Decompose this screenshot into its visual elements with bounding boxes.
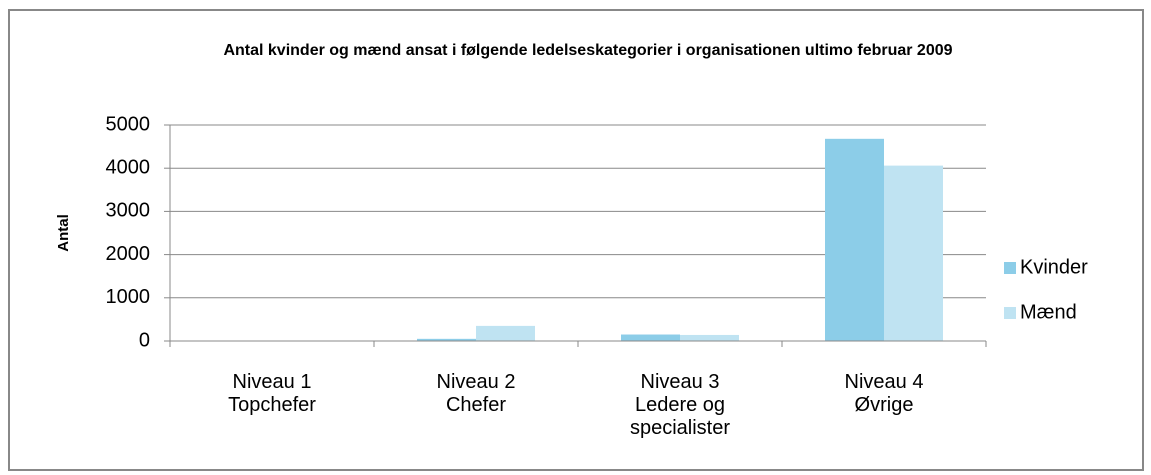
y-tick-label: 5000 [106, 113, 151, 135]
bar [621, 334, 680, 341]
y-tick-label: 3000 [106, 200, 151, 222]
y-tick-label: 4000 [106, 156, 151, 178]
legend-swatch [1004, 307, 1016, 319]
bar [680, 334, 739, 341]
y-axis-label: Antal [55, 214, 72, 252]
x-tick-label: Niveau 3 [641, 371, 720, 393]
y-tick-label: 1000 [106, 286, 151, 308]
bar [825, 138, 884, 341]
x-tick-label: Niveau 4 [845, 371, 924, 393]
x-tick-label: Niveau 1 [233, 371, 312, 393]
bar [884, 165, 943, 341]
x-tick-label: Topchefer [228, 394, 316, 416]
bar [417, 338, 476, 341]
legend-label: Mænd [1020, 301, 1077, 323]
x-tick-label: Ledere og [635, 394, 725, 416]
x-tick-label: specialister [630, 417, 730, 439]
y-tick-label: 0 [139, 329, 150, 351]
x-tick-label: Chefer [446, 394, 506, 416]
x-tick-label: Niveau 2 [437, 371, 516, 393]
bar [476, 325, 535, 341]
y-tick-label: 2000 [106, 243, 151, 265]
x-tick-label: Øvrige [855, 394, 914, 416]
legend-label: Kvinder [1020, 256, 1088, 278]
legend-swatch [1004, 262, 1016, 274]
chart-border [8, 9, 1144, 471]
chart-title: Antal kvinder og mænd ansat i følgende l… [223, 42, 953, 59]
